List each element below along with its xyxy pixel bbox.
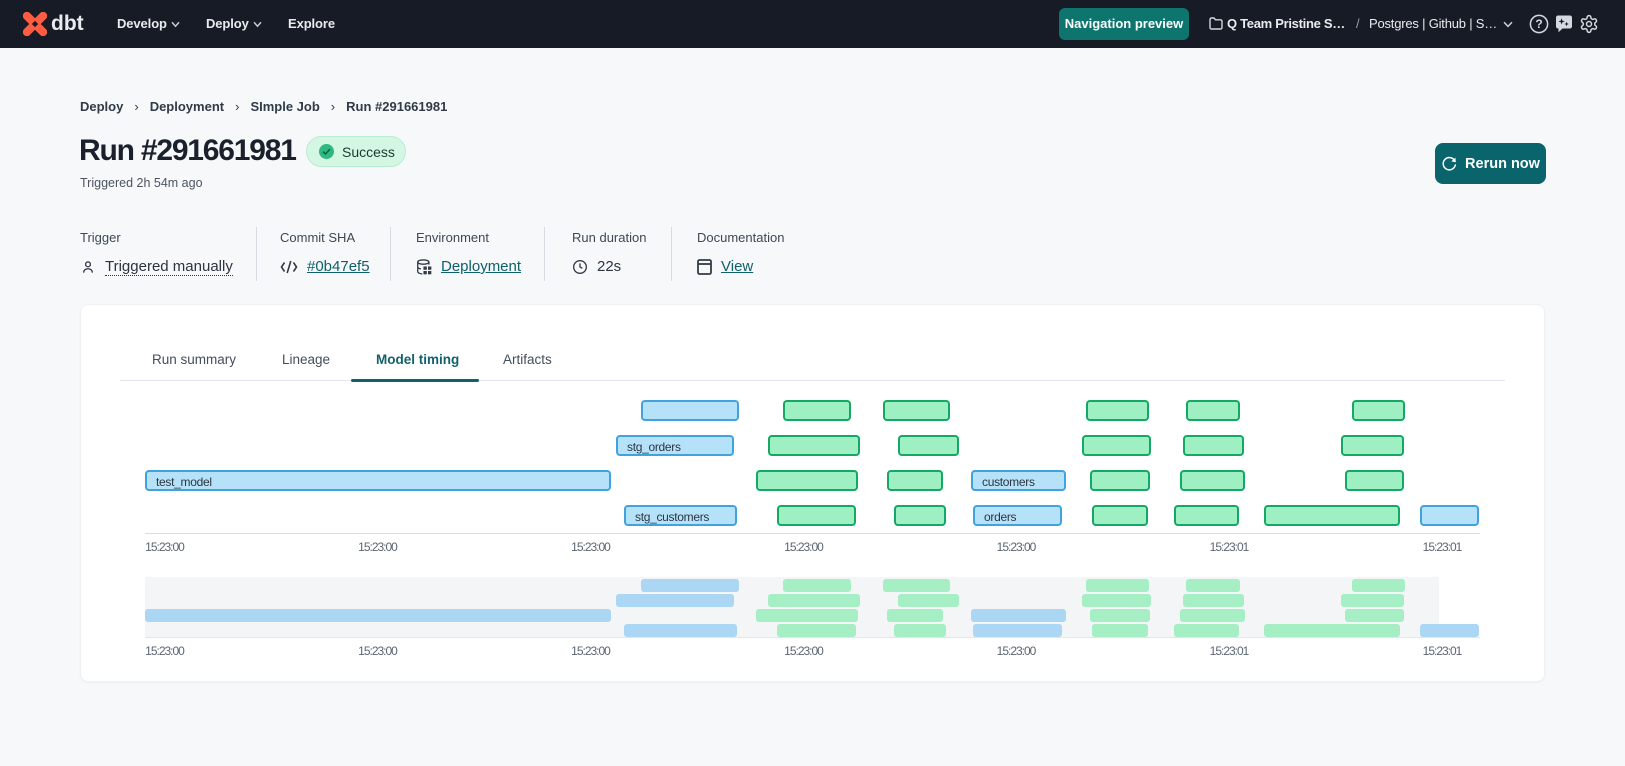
svg-text:?: ? (1535, 17, 1542, 31)
